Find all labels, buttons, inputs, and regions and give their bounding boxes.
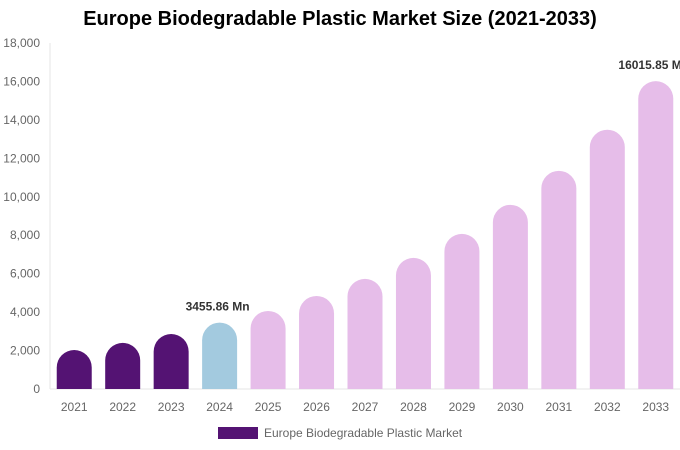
x-tick-label: 2026 — [303, 400, 330, 414]
y-tick-label: 2,000 — [10, 344, 40, 358]
x-tick-label: 2033 — [642, 400, 669, 414]
y-tick-label: 4,000 — [10, 305, 40, 319]
x-tick-label: 2023 — [158, 400, 185, 414]
bar-2021 — [56, 349, 92, 389]
y-tick-label: 8,000 — [10, 228, 40, 242]
y-tick-label: 12,000 — [3, 151, 40, 165]
x-tick-label: 2027 — [352, 400, 379, 414]
bar-2029 — [444, 233, 480, 389]
bar-2028 — [395, 257, 431, 389]
x-tick-label: 2029 — [449, 400, 476, 414]
x-tick-label: 2024 — [206, 400, 233, 414]
y-tick-label: 0 — [33, 382, 40, 396]
bar-2032 — [589, 129, 625, 390]
x-tick-label: 2028 — [400, 400, 427, 414]
bar-2033 — [638, 81, 674, 389]
legend: Europe Biodegradable Plastic Market — [218, 426, 462, 440]
bar-2023 — [153, 334, 189, 389]
data-label-2033: 16015.85 Mn — [618, 58, 680, 72]
bar-2030 — [492, 204, 528, 389]
bar-2022 — [105, 342, 141, 389]
legend-label: Europe Biodegradable Plastic Market — [264, 426, 463, 440]
data-label-2024: 3455.86 Mn — [186, 300, 250, 314]
legend-swatch — [218, 427, 258, 439]
y-tick-label: 16,000 — [3, 74, 40, 88]
y-tick-label: 6,000 — [10, 267, 40, 281]
chart-title: Europe Biodegradable Plastic Market Size… — [83, 8, 597, 30]
x-tick-label: 2032 — [594, 400, 621, 414]
bar-2024 — [202, 322, 238, 389]
bar-2026 — [299, 295, 335, 389]
x-tick-label: 2031 — [545, 400, 572, 414]
x-tick-label: 2025 — [255, 400, 282, 414]
bar-2025 — [250, 310, 286, 389]
x-tick-label: 2030 — [497, 400, 524, 414]
x-tick-label: 2022 — [109, 400, 136, 414]
y-tick-label: 18,000 — [3, 36, 40, 50]
bar-2027 — [347, 278, 383, 389]
y-tick-label: 10,000 — [3, 190, 40, 204]
x-tick-label: 2021 — [61, 400, 88, 414]
y-tick-label: 14,000 — [3, 113, 40, 127]
bar-2031 — [541, 170, 577, 389]
